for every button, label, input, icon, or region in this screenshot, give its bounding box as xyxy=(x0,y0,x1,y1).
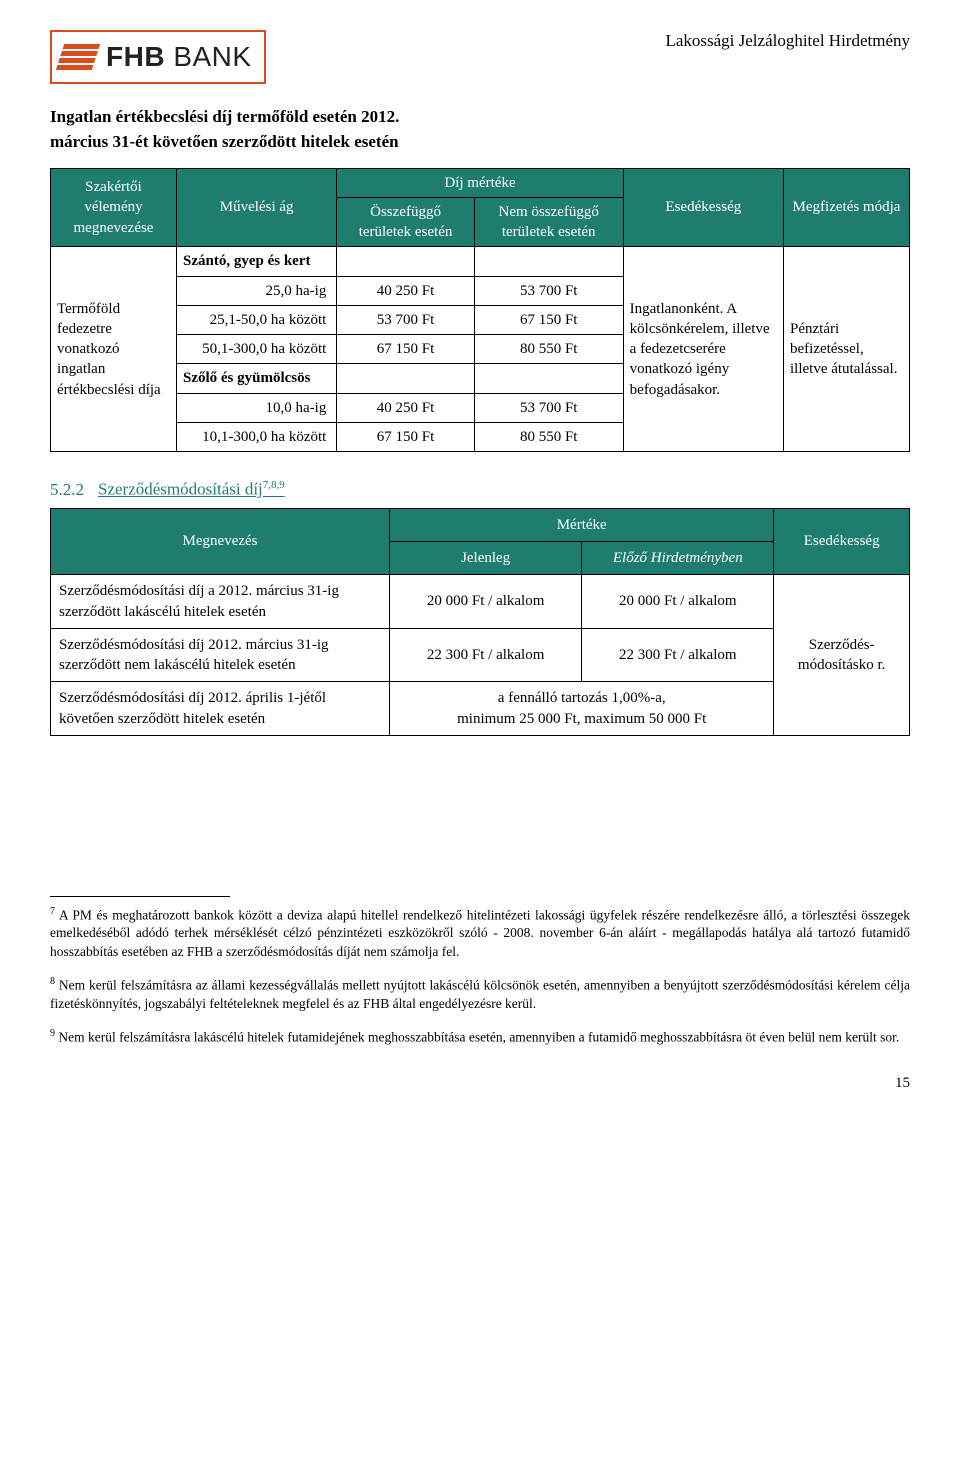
row-label: Szerződésmódosítási díj a 2012. március … xyxy=(51,575,390,629)
empty-cell xyxy=(474,247,623,276)
section-number: 5.2.2 xyxy=(50,479,84,502)
section-b-heading: 5.2.2 Szerződésmódosítási díj7,8,9 xyxy=(50,478,910,502)
row-v1: 67 150 Ft xyxy=(337,422,474,451)
page-number: 15 xyxy=(50,1073,910,1093)
row-v2: 67 150 Ft xyxy=(474,305,623,334)
footnote-9: 9 Nem kerül felszámításra lakáscélú hite… xyxy=(50,1027,910,1047)
th-due2: Esedékesség xyxy=(774,508,910,575)
row-label: 25,1-50,0 ha között xyxy=(176,305,336,334)
pay-text: Pénztári befizetéssel, illetve átutaláss… xyxy=(784,247,910,452)
footnote-8: 8 Nem kerül felszámításra az állami keze… xyxy=(50,975,910,1013)
row-v2: 80 550 Ft xyxy=(474,422,623,451)
section-a-subtitle: március 31-ét követően szerződött hitele… xyxy=(50,131,910,154)
due-text2: Szerződés-módosításko r. xyxy=(774,575,910,736)
row-v2: 22 300 Ft / alkalom xyxy=(582,628,774,682)
due-text: Ingatlanonként. A kölcsönkérelem, illetv… xyxy=(623,247,783,452)
section-b-sup: 7,8,9 xyxy=(263,479,285,491)
th-current: Jelenleg xyxy=(390,542,582,575)
section-a-title: Ingatlan értékbecslési díj termőföld ese… xyxy=(50,106,910,129)
empty-cell xyxy=(337,247,474,276)
group2-header: Szőlő és gyümölcsös xyxy=(176,364,336,393)
document-type-title: Lakossági Jelzáloghitel Hirdetmény xyxy=(665,30,910,53)
row-v1: 67 150 Ft xyxy=(337,335,474,364)
row-label: 25,0 ha-ig xyxy=(176,276,336,305)
th-due: Esedékesség xyxy=(623,168,783,247)
modification-fee-table: Megnevezés Mértéke Esedékesség Jelenleg … xyxy=(50,508,910,736)
th-cultivation: Művelési ág xyxy=(176,168,336,247)
logo-stripes-icon xyxy=(54,39,102,75)
left-block-label: Termőföld fedezetre vonatkozó ingatlan é… xyxy=(51,247,177,452)
footnote-7: 7 A PM és meghatározott bankok között a … xyxy=(50,905,910,961)
th-noncontiguous: Nem összefüggő területek esetén xyxy=(474,197,623,247)
row-label: 10,1-300,0 ha között xyxy=(176,422,336,451)
th-amount-group: Mértéke xyxy=(390,508,774,541)
bank-logo: FHB BANK xyxy=(50,30,266,84)
row-label: 10,0 ha-ig xyxy=(176,393,336,422)
row-v2: 20 000 Ft / alkalom xyxy=(582,575,774,629)
row-v1: 40 250 Ft xyxy=(337,276,474,305)
group1-header-row: Termőföld fedezetre vonatkozó ingatlan é… xyxy=(51,247,910,276)
row-v1: 53 700 Ft xyxy=(337,305,474,334)
row-v1: 20 000 Ft / alkalom xyxy=(390,575,582,629)
page-header: FHB BANK Lakossági Jelzáloghitel Hirdetm… xyxy=(50,30,910,84)
th-expert-opinion: Szakértői vélemény megnevezése xyxy=(51,168,177,247)
row-label: 50,1-300,0 ha között xyxy=(176,335,336,364)
empty-cell xyxy=(474,364,623,393)
th-fee-group: Díj mértéke xyxy=(337,168,623,197)
footnote-separator xyxy=(50,896,230,897)
row-v2: 53 700 Ft xyxy=(474,393,623,422)
row-v2: 53 700 Ft xyxy=(474,276,623,305)
logo-sub-text: BANK xyxy=(173,41,251,72)
table-row: Szerződésmódosítási díj a 2012. március … xyxy=(51,575,910,629)
th-previous: Előző Hirdetményben xyxy=(582,542,774,575)
row-v1: 40 250 Ft xyxy=(337,393,474,422)
th-name: Megnevezés xyxy=(51,508,390,575)
row-merged: a fennálló tartozás 1,00%-a, minimum 25 … xyxy=(390,682,774,736)
row-label: Szerződésmódosítási díj 2012. március 31… xyxy=(51,628,390,682)
appraisal-fee-table: Szakértői vélemény megnevezése Művelési … xyxy=(50,168,910,453)
th-contiguous: Összefüggő területek esetén xyxy=(337,197,474,247)
group1-header: Szántó, gyep és kert xyxy=(176,247,336,276)
logo-main: FHB xyxy=(106,41,165,72)
section-b-title: Szerződésmódosítási díj7,8,9 xyxy=(98,478,285,502)
logo-text: FHB BANK xyxy=(106,38,252,76)
empty-cell xyxy=(337,364,474,393)
th-payment: Megfizetés módja xyxy=(784,168,910,247)
row-v2: 80 550 Ft xyxy=(474,335,623,364)
row-v1: 22 300 Ft / alkalom xyxy=(390,628,582,682)
row-label: Szerződésmódosítási díj 2012. április 1-… xyxy=(51,682,390,736)
